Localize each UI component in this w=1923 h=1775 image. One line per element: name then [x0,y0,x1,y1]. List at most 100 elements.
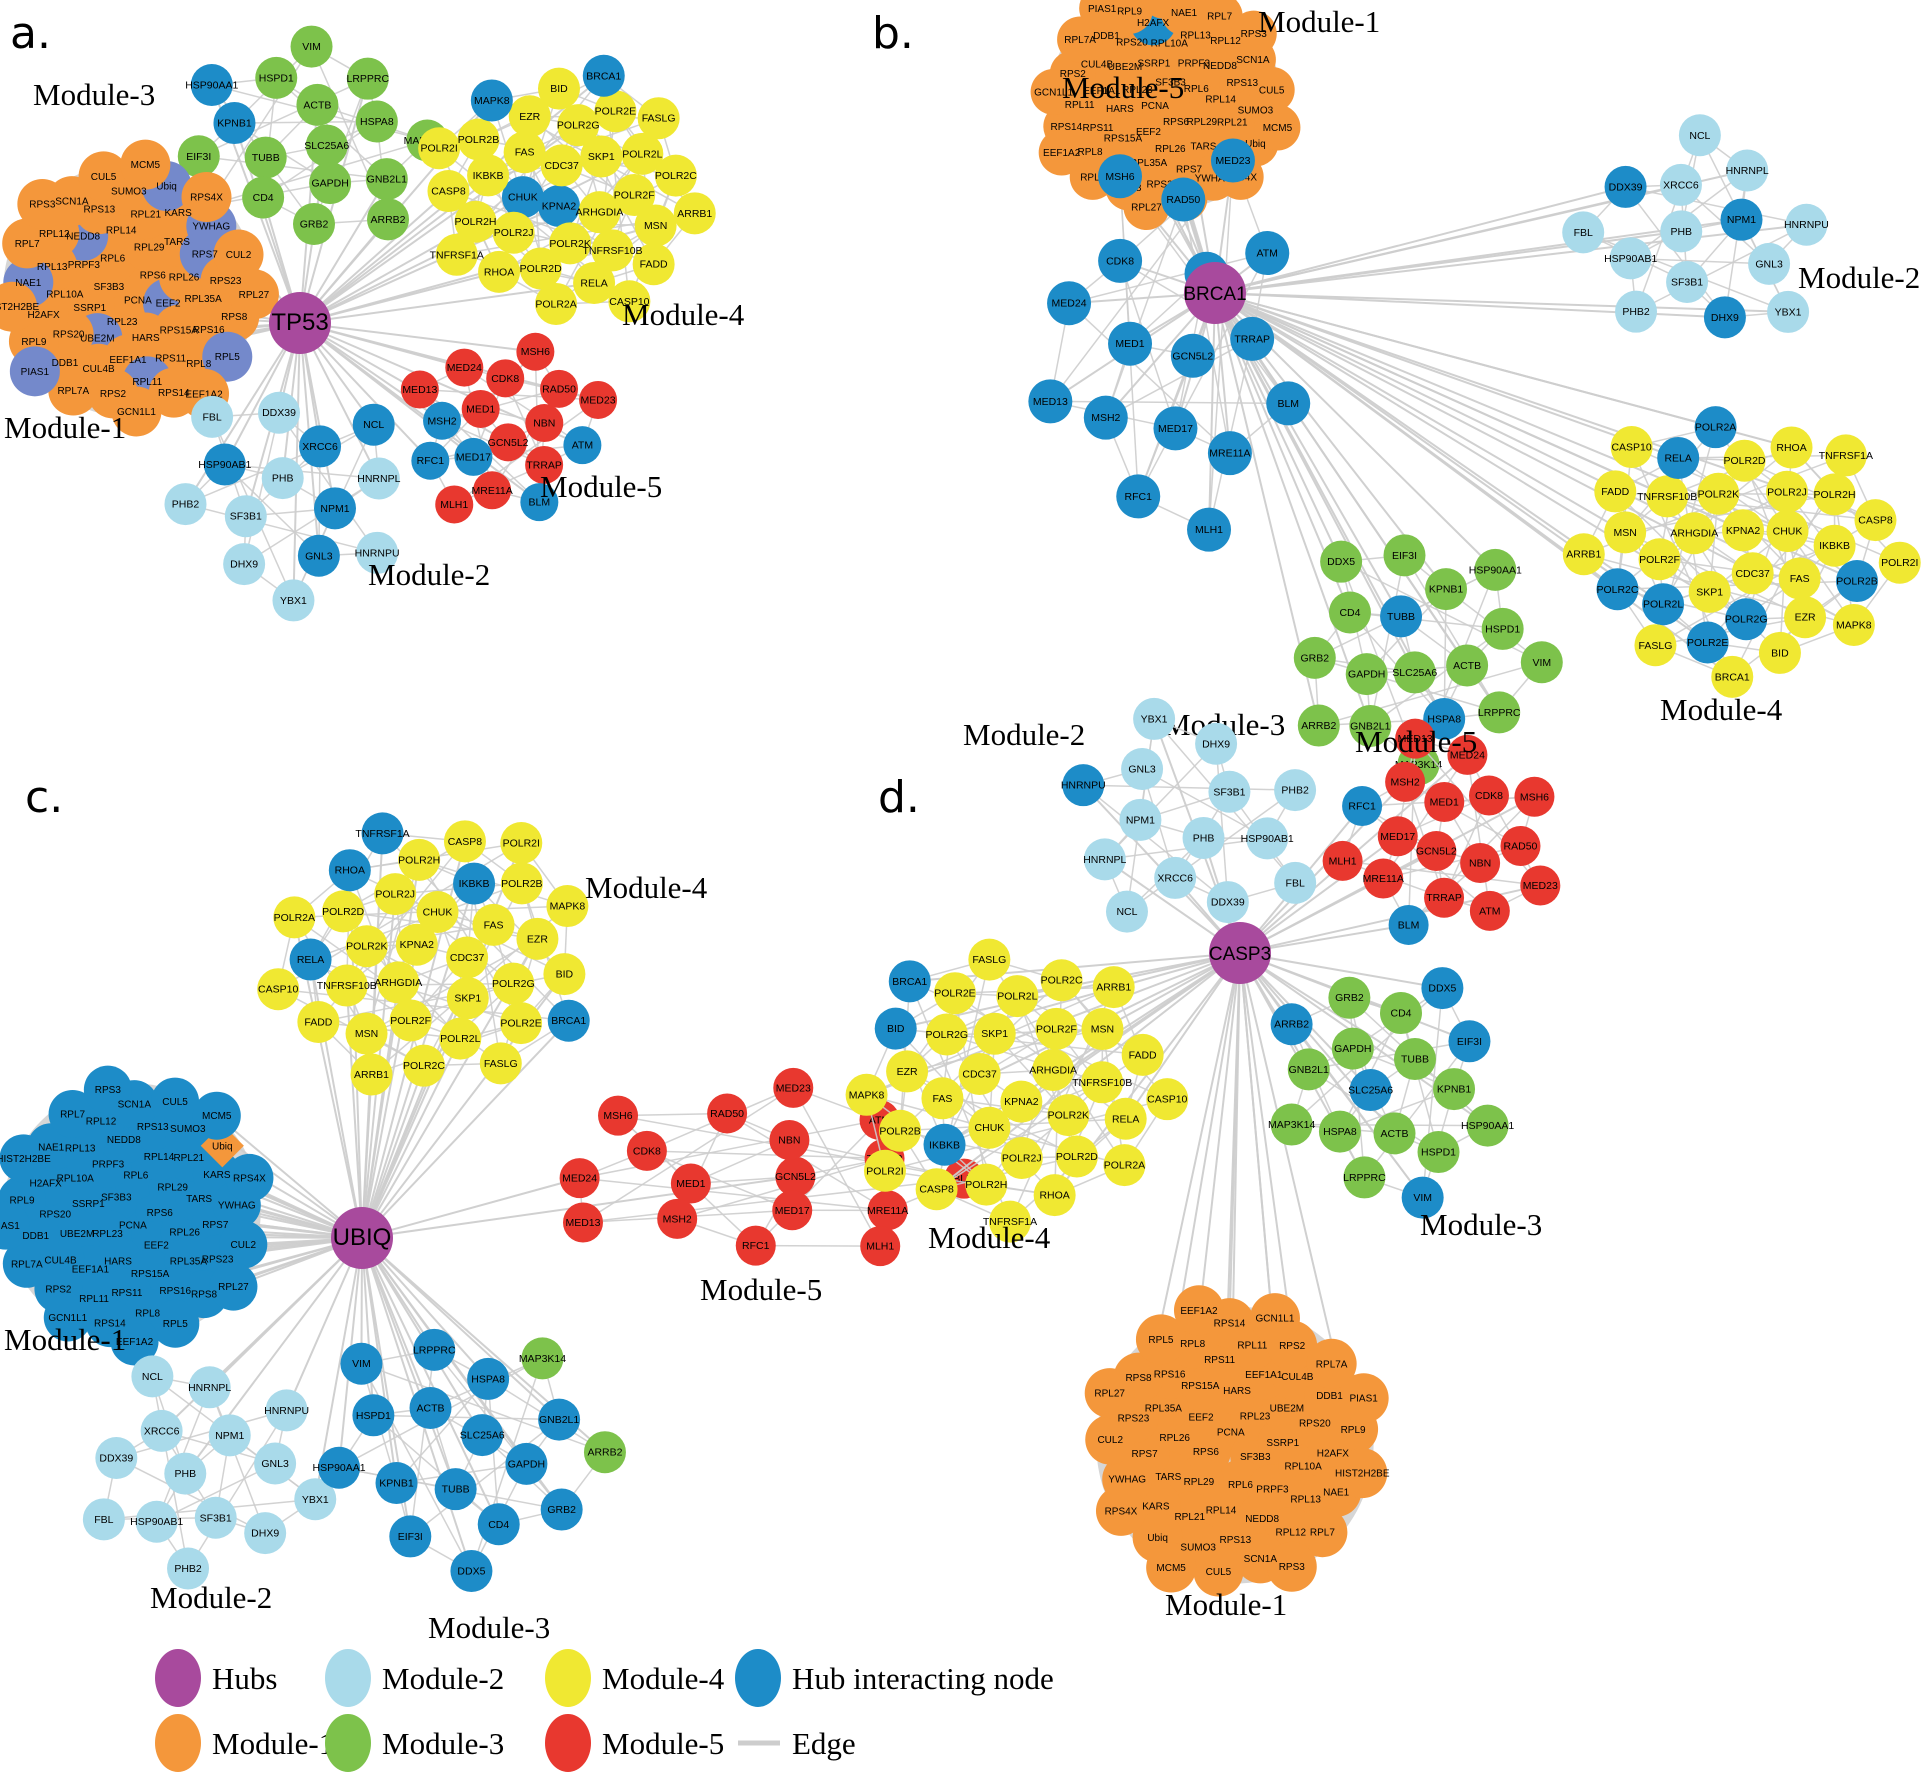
node-label-SCN1A: SCN1A [118,1100,152,1111]
edge [1744,460,1876,521]
node-label-CDK8: CDK8 [633,1145,661,1157]
node-RELA [573,262,616,305]
node-label-MSH6: MSH6 [603,1110,632,1122]
node-label-YWHAG: YWHAG [192,222,230,233]
node-label-TNFRSF1A: TNFRSF1A [355,828,409,840]
node-label-RPL23: RPL23 [92,1229,123,1240]
node-HSPA8 [467,1357,510,1400]
node-CUL5 [1193,1546,1244,1597]
node-label-CHUK: CHUK [508,192,538,204]
node-HNRNPU [1785,203,1828,246]
node-label-SKP1: SKP1 [454,993,481,1005]
node-RPS3 [1266,1541,1317,1592]
node-label-RPS3: RPS3 [29,199,56,210]
node-label-NPM1: NPM1 [1126,814,1155,826]
module-label-module-5: Module-5 [1062,70,1184,105]
module-4-cluster: KPNA2 CDC37 ARHGDIA CHUK SKP1 POLR2K FAS POLR2F… [257,812,590,1096]
node-GNL3 [1748,242,1791,285]
edge [1635,224,1807,313]
node-label-HIST2H2BE: HIST2H2BE [0,1154,51,1165]
node-label-SSRP1: SSRP1 [72,1199,105,1210]
edge [579,1119,880,1179]
node-label-POLR2A: POLR2A [1104,1160,1145,1172]
node-label-FADD: FADD [304,1016,332,1028]
node-POLR2L [621,132,664,175]
panel-letter-a: a. [10,8,51,59]
node-label-MRE11A: MRE11A [471,485,512,497]
node-GRB2 [1328,976,1371,1019]
node-NPM1 [208,1414,251,1457]
node-label-MLH1: MLH1 [866,1241,894,1253]
node-label-POLR2F: POLR2F [1639,554,1680,566]
node-label-HIST2H2BE: HIST2H2BE [0,302,40,313]
hub-edge [1214,292,1372,727]
node-KPNA2 [395,923,438,966]
node-label-NAE1: NAE1 [1323,1487,1350,1498]
node-label-MED23: MED23 [1215,155,1250,167]
node-label-RPL13: RPL13 [65,1143,96,1154]
node-ARHGDIA [578,191,621,234]
node-label-POLR2E: POLR2E [500,1018,541,1030]
legend-label-module-4: Module-4 [602,1661,725,1696]
node-label-HNRNPL: HNRNPL [188,1382,231,1394]
node-label-IKBKB: IKBKB [929,1139,960,1151]
node-MLH1 [435,485,474,524]
node-label-RPL7: RPL7 [1207,12,1232,23]
panel-letter-b: b. [872,8,914,59]
node-FASLG [637,97,680,140]
node-HSP90AA1 [1474,548,1517,591]
node-label-POLR2D: POLR2D [1724,455,1766,467]
node-MSH2 [1083,395,1128,440]
node-label-CDK8: CDK8 [1475,790,1503,802]
node-label-POLR2C: POLR2C [655,170,697,182]
node-label-POLR2C: POLR2C [1596,584,1638,596]
legend-label-hubs: Hubs [212,1661,277,1696]
node-label-MED24: MED24 [1450,749,1485,761]
legend-swatch-module-2 [325,1649,371,1707]
node-label-MAPK8: MAPK8 [849,1089,885,1101]
node-CUL2 [1085,1414,1136,1465]
node-YBX1 [1767,290,1810,333]
node-POLR2A [535,282,578,325]
node-label-XRCC6: XRCC6 [1157,872,1193,884]
edge [755,1119,881,1247]
node-POLR2L [1642,583,1685,626]
node-label-NBN: NBN [1469,857,1491,869]
panel-b: PCNA SF3B3 RPS6 RPL23 RPL6 EEF2 SSRP1 RPL29 HARS… [872,0,1921,786]
node-MED13 [1028,379,1073,424]
hub-edge [361,1237,457,1490]
node-RPS4X [225,1153,274,1202]
node-label-SSRP1: SSRP1 [1266,1438,1299,1449]
node-label-FBL: FBL [1286,877,1305,889]
node-label-MSH6: MSH6 [1520,791,1549,803]
legend: Hubs Module-2 Module-4 Hub interacting node… [155,1649,1054,1772]
node-PHB [261,457,304,500]
node-label-CASP8: CASP8 [448,836,483,848]
node-label-BRCA1: BRCA1 [1715,671,1750,683]
hub-edge [1214,218,1742,294]
node-label-KARS: KARS [1142,1502,1170,1513]
node-label-TARS: TARS [1191,142,1217,153]
node-GCN5L2 [1170,333,1215,378]
node-label-ATM: ATM [1257,248,1278,260]
node-label-DDX5: DDX5 [1327,556,1355,568]
node-YBX1 [272,579,315,622]
node-label-RAD50: RAD50 [710,1108,744,1120]
node-MAPK8 [1832,603,1875,646]
node-label-TNFRSF1A: TNFRSF1A [983,1216,1037,1228]
node-GNB2L1 [1287,1048,1330,1091]
node-ARRB2 [1297,704,1340,747]
node-label-BRCA1: BRCA1 [586,70,621,82]
node-label-HNRNPL: HNRNPL [1726,165,1769,177]
node-MSH2 [657,1198,698,1239]
node-CHUK [1766,510,1809,553]
hub-label-TP53: TP53 [271,309,328,336]
edge [1068,302,1231,454]
node-label-XRCC6: XRCC6 [144,1425,180,1437]
node-label-RPS4X: RPS4X [1105,1506,1138,1517]
node-DDX39 [95,1437,138,1480]
hub-ubiq: UBIQ [331,1207,393,1269]
node-RHOA [1033,1174,1076,1217]
node-label-RPL12: RPL12 [86,1117,117,1128]
node-label-UBE2M: UBE2M [80,334,114,345]
